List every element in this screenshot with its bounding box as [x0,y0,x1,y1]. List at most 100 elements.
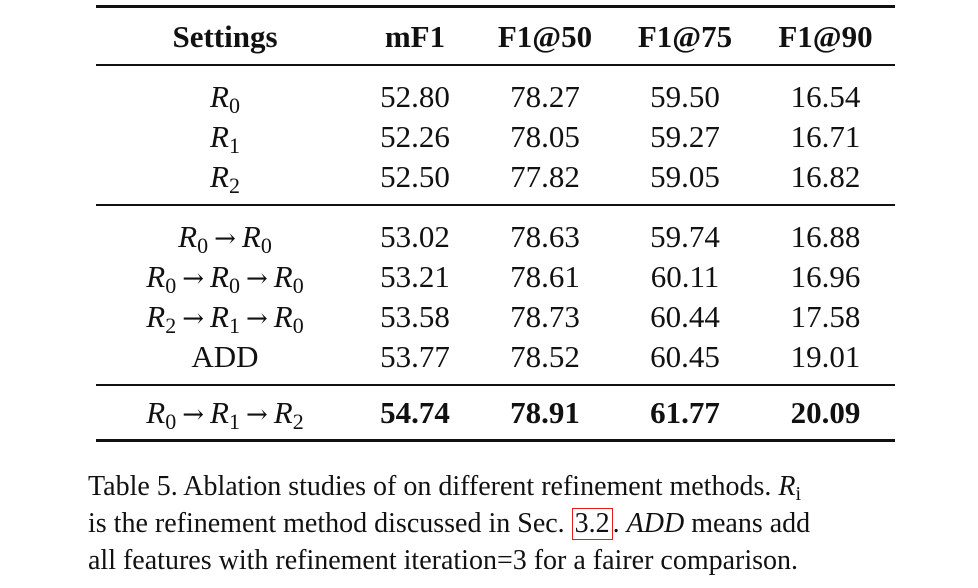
method-symbol: R0 [146,259,176,297]
caption-add-italic: ADD [626,508,685,539]
method-subscript: 2 [228,172,240,198]
results-table: Settings mF1 F1@50 F1@75 F1@90 R0 52.80 78… [96,5,895,442]
method-letter: R [210,258,229,294]
f1-75-cell: 60.44 [650,298,720,334]
setting-cell: ADD [96,341,354,372]
mf1-cell: 52.26 [380,118,450,154]
method-subscript: 0 [260,232,272,258]
method-subscript: 1 [228,312,240,338]
f1-50-cell: 78.27 [510,78,580,114]
f1-50-cell: 78.91 [510,395,580,430]
method-symbol: R2 [210,159,240,197]
arrow-icon: → [182,303,205,334]
mf1-cell: 54.74 [380,395,450,430]
f1-50-cell: 78.52 [510,338,580,374]
setting-cell: R0 → R0 [96,218,354,257]
mf1-cell: 52.80 [380,78,450,114]
method-subscript: 0 [228,272,240,298]
group-padding [96,206,895,216]
caption-text-2b: . [612,508,620,539]
setting-label: ADD [191,338,259,374]
mf1-cell: 53.02 [380,218,450,254]
table-caption: Table 5. Ablation studies of on differen… [88,468,908,579]
group-rule [96,64,895,66]
method-letter: R [210,118,229,154]
table-row: R0 → R0 53.02 78.63 59.74 16.88 [96,216,895,257]
method-symbol: R1 [210,395,240,433]
f1-90-cell: 16.71 [790,118,861,154]
f1-90-cell: 17.58 [790,298,861,334]
caption-line-3: all features with refinement iteration=3… [88,545,799,576]
method-subscript: 0 [197,232,209,258]
setting-cell: R0 → R1 → R2 [96,395,354,433]
arrow-icon: → [245,263,268,294]
setting-cell: R2 → R1 → R0 [96,298,354,337]
f1-75-cell: 59.74 [650,218,720,254]
table-row: R0 52.80 78.27 59.50 16.54 [96,76,895,117]
caption-math-sub: i [795,483,802,505]
f1-50-cell: 78.61 [510,258,580,294]
f1-90-cell: 20.09 [790,395,861,430]
group-padding [96,66,895,76]
f1-75-cell: 60.11 [650,258,720,294]
caption-text-2a: is the refinement method discussed in Se… [88,508,565,539]
f1-90-cell: 16.54 [790,78,861,114]
method-symbol: R1 [210,118,240,157]
table-row: R1 52.26 78.05 59.27 16.71 [96,116,895,157]
method-symbol: R0 [273,298,304,337]
group-padding [96,196,895,204]
top-rule [96,5,895,8]
caption-math-ri: Ri [778,471,802,505]
table-body: R0 52.80 78.27 59.50 16.54 R1 52.26 78.05 59.27 1… [96,64,895,442]
setting-cell: R0 → R0 → R0 [96,258,354,297]
method-letter: R [241,218,261,254]
bottom-rule [96,439,895,442]
arrow-icon: → [245,400,268,430]
f1-90-cell: 16.88 [790,218,861,254]
header-f1-50: F1@50 [497,18,593,54]
mf1-cell: 53.58 [380,298,450,334]
caption-text-1a: Table 5. Ablation studies of on differen… [88,471,772,502]
setting-cell: R2 [96,159,354,197]
method-subscript: 2 [292,409,304,434]
method-subscript: 1 [228,132,240,158]
method-letter: R [146,298,166,334]
method-letter: R [210,78,229,114]
f1-90-cell: 16.82 [790,158,861,194]
table-row: R2 52.50 77.82 59.05 16.82 [96,156,895,197]
f1-90-cell: 16.96 [790,258,861,294]
caption-math-sym: R [778,471,796,502]
method-subscript: 0 [165,272,177,298]
arrow-icon: → [182,400,205,430]
table-row: R0 → R1 → R2 54.74 78.91 61.77 20.09 [96,386,895,439]
arrow-icon: → [245,303,268,334]
method-letter: R [146,395,166,430]
caption-line-1: Table 5. Ablation studies of on differen… [88,468,908,505]
f1-50-cell: 78.63 [510,218,580,254]
method-subscript: 2 [165,312,177,338]
method-symbol: R2 [274,395,304,433]
method-symbol: R0 [274,259,304,297]
method-letter: R [210,298,229,334]
table-row: ADD 53.77 78.52 60.45 19.01 [96,336,895,376]
method-subscript: 0 [165,409,177,434]
section-ref-link[interactable]: 3.2 [571,508,613,540]
header-f1-75: F1@75 [637,18,733,54]
f1-75-cell: 61.77 [650,395,720,430]
f1-90-cell: 19.01 [790,338,861,374]
f1-75-cell: 59.27 [650,118,720,154]
f1-75-cell: 59.05 [650,158,720,194]
f1-50-cell: 77.82 [510,158,580,194]
table-row: R0 → R0 → R0 53.21 78.61 60.11 16.96 [96,256,895,297]
arrow-icon: → [214,223,236,254]
mf1-cell: 53.21 [380,258,450,294]
header-mf1: mF1 [384,18,446,54]
group-padding [96,376,895,384]
setting-cell: R0 [96,78,354,117]
header-row: Settings mF1 F1@50 F1@75 F1@90 [96,8,895,64]
method-letter: R [273,298,293,334]
method-symbol: R1 [210,298,240,337]
setting-cell: R1 [96,118,354,157]
caption-text-2c: means add [691,508,811,539]
f1-50-cell: 78.73 [510,298,580,334]
